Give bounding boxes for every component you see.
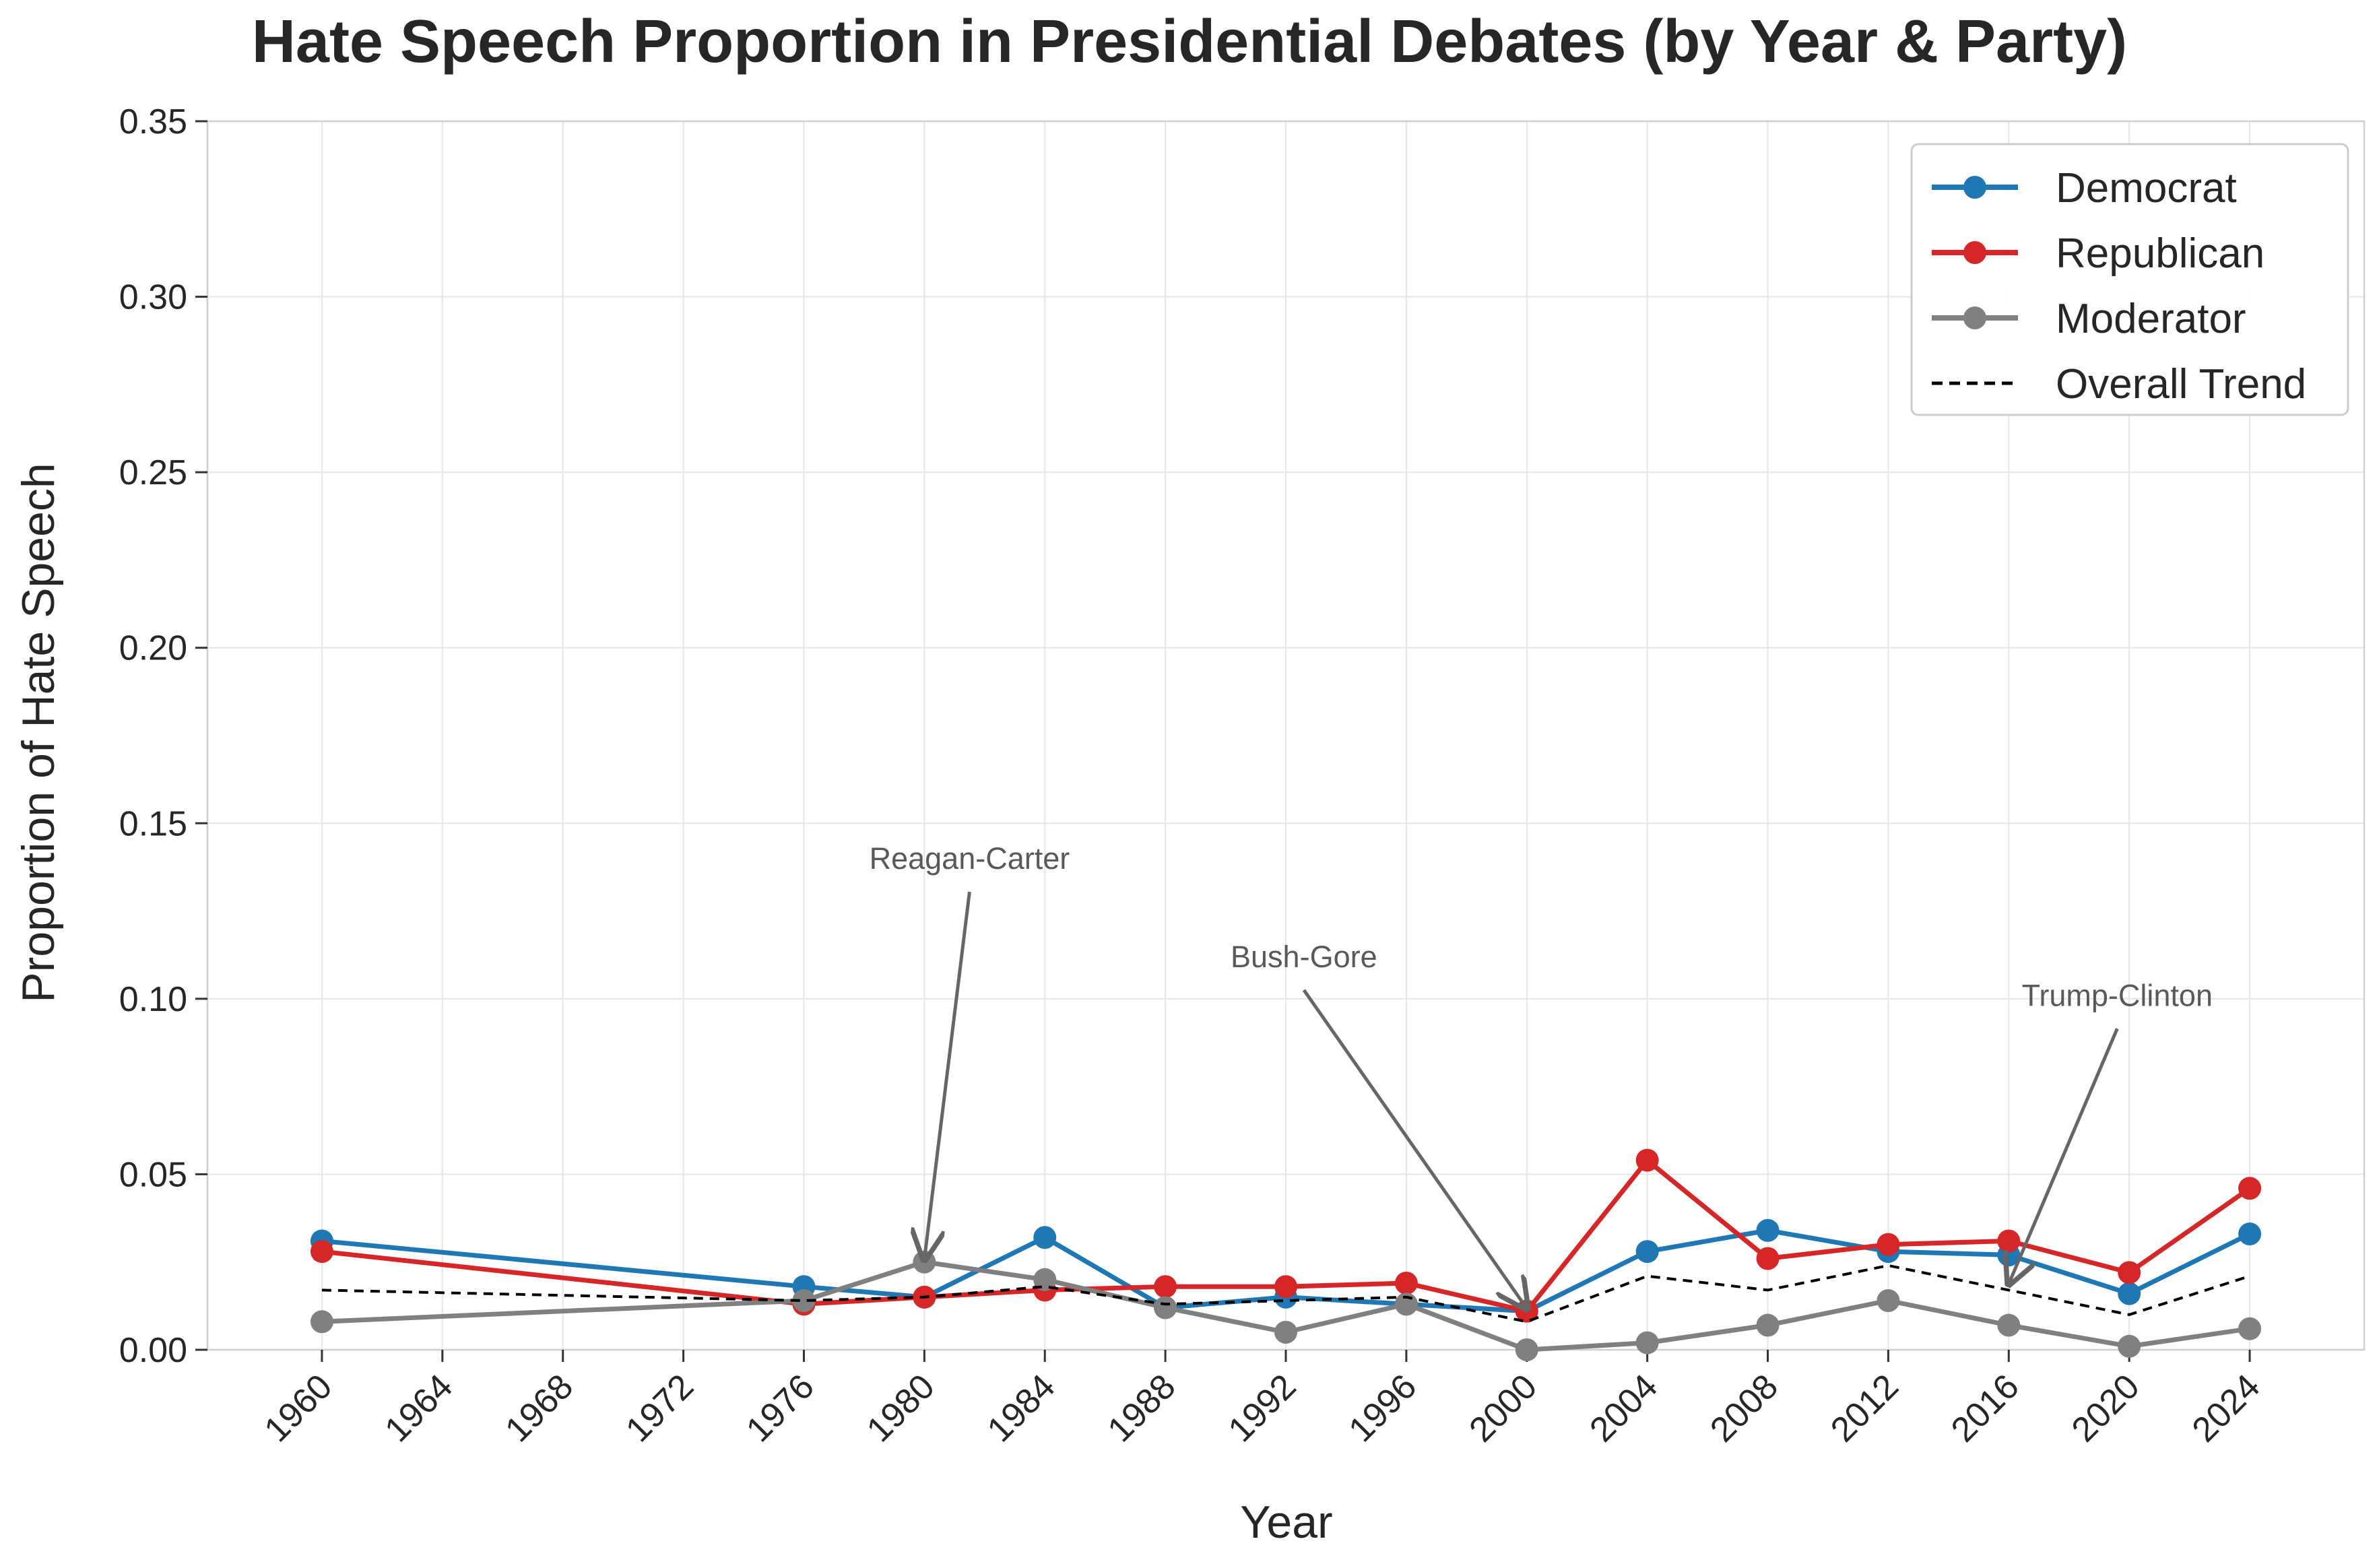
republican-point bbox=[1635, 1148, 1659, 1172]
annotation-arrow bbox=[924, 891, 971, 1260]
y-tick-label: 0.15 bbox=[119, 804, 187, 843]
republican-point bbox=[1394, 1271, 1418, 1295]
moderator-point bbox=[1515, 1338, 1538, 1361]
legend: Democrat Republican Moderator Overall Trend bbox=[1910, 143, 2349, 416]
republican-point bbox=[310, 1240, 333, 1264]
legend-marker-republican bbox=[1963, 241, 1986, 264]
moderator-point bbox=[1756, 1313, 1780, 1337]
moderator-point bbox=[1635, 1331, 1659, 1354]
republican-point bbox=[1997, 1229, 2021, 1253]
moderator-point bbox=[1154, 1296, 1177, 1319]
republican-point bbox=[1756, 1247, 1780, 1270]
y-tick-label: 0.00 bbox=[119, 1331, 187, 1370]
annotation-arrow bbox=[1302, 989, 1527, 1309]
legend-label-republican: Republican bbox=[2056, 230, 2264, 277]
overall-trend-line bbox=[321, 1264, 2250, 1324]
y-tick-label: 0.10 bbox=[119, 980, 187, 1019]
moderator-point bbox=[2238, 1317, 2262, 1340]
y-tick-label: 0.05 bbox=[119, 1155, 187, 1194]
legend-label-moderator: Moderator bbox=[2056, 296, 2246, 342]
moderator-point bbox=[310, 1310, 333, 1334]
moderator-point bbox=[1997, 1313, 2021, 1337]
democrat-line bbox=[319, 1228, 2252, 1314]
legend-marker-democrat bbox=[1963, 176, 1986, 199]
democrat-point bbox=[2238, 1222, 2262, 1246]
moderator-point bbox=[792, 1289, 816, 1313]
moderator-point bbox=[1877, 1289, 1900, 1313]
annotation-label: Trump-Clinton bbox=[2022, 978, 2213, 1012]
annotation-label: Bush-Gore bbox=[1231, 940, 1377, 974]
y-tick-label: 0.30 bbox=[119, 278, 187, 317]
annotations: Reagan-Carter Bush-Gore Trump-Clinton bbox=[870, 841, 2213, 1309]
democrat-point bbox=[1033, 1226, 1057, 1249]
series-lines bbox=[310, 1148, 2262, 1361]
legend-label-democrat: Democrat bbox=[2056, 165, 2237, 211]
legend-marker-moderator bbox=[1963, 306, 1986, 329]
legend-label-overall-trend: Overall Trend bbox=[2056, 361, 2306, 407]
y-tick-label: 0.20 bbox=[119, 629, 187, 668]
y-tick-label: 0.25 bbox=[119, 453, 187, 492]
annotation-label: Reagan-Carter bbox=[870, 841, 1070, 876]
y-axis-title: Proportion of Hate Speech bbox=[13, 463, 64, 1002]
democrat-point bbox=[1635, 1240, 1659, 1264]
y-tick-label: 0.35 bbox=[119, 102, 187, 141]
moderator-point bbox=[1033, 1268, 1057, 1291]
x-axis-title: Year bbox=[1240, 1497, 1332, 1548]
republican-point bbox=[1274, 1275, 1297, 1299]
legend-box bbox=[1910, 143, 2349, 416]
republican-point bbox=[2118, 1261, 2141, 1284]
moderator-point bbox=[1274, 1320, 1297, 1344]
republican-point bbox=[1877, 1233, 1900, 1256]
chart-title: Hate Speech Proportion in Presidential D… bbox=[252, 8, 2127, 75]
republican-point bbox=[2238, 1177, 2262, 1200]
moderator-line bbox=[319, 1260, 2252, 1352]
annotation-arrow bbox=[2009, 1028, 2119, 1284]
moderator-point bbox=[2118, 1334, 2141, 1358]
grid-lines bbox=[207, 121, 2364, 1350]
republican-point bbox=[1154, 1275, 1177, 1299]
democrat-point bbox=[2118, 1282, 2141, 1305]
democrat-point bbox=[1756, 1218, 1780, 1242]
